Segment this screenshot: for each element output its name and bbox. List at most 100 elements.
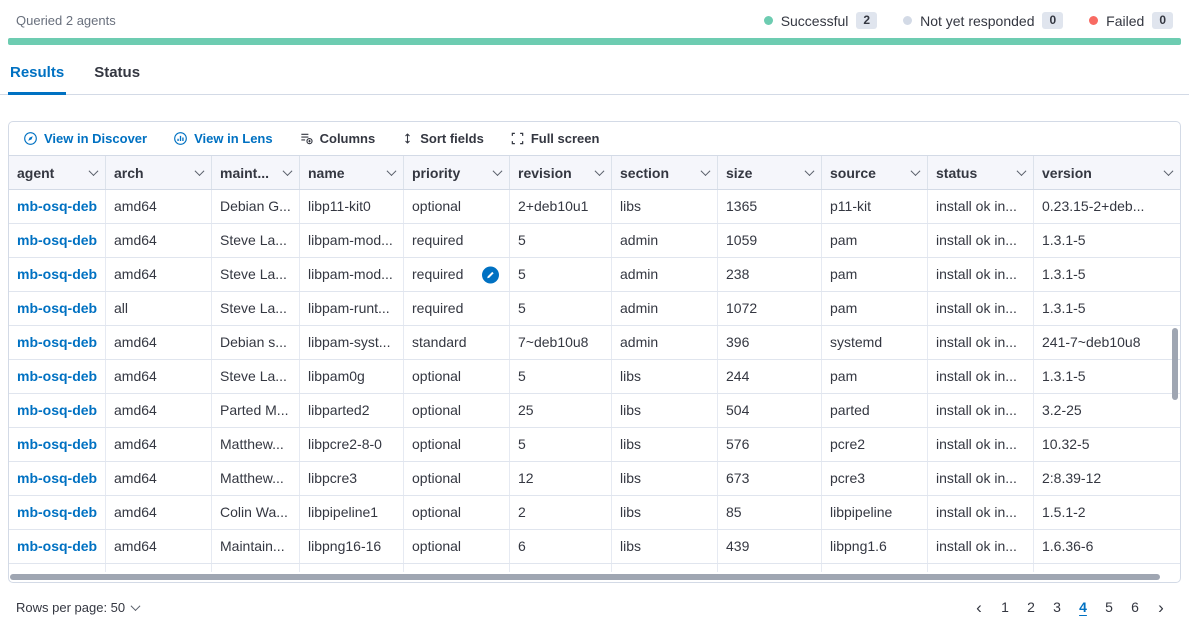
chevron-down-icon[interactable]	[1016, 166, 1027, 177]
agent-link-cell[interactable]: mb-osq-deb	[9, 326, 106, 359]
legend-count-badge: 0	[1152, 12, 1173, 29]
columns-button[interactable]: Columns	[291, 127, 384, 150]
page-button-3[interactable]: 3	[1045, 595, 1069, 619]
agent-link-cell[interactable]: mb-osq-deb	[9, 428, 106, 461]
column-header-status[interactable]: status	[928, 156, 1034, 189]
column-header-label: source	[830, 164, 876, 181]
full-screen-button[interactable]: Full screen	[502, 127, 608, 150]
cell-empty	[510, 564, 612, 572]
page-button-6[interactable]: 6	[1123, 595, 1147, 619]
agent-link-cell[interactable]: mb-osq-deb	[9, 292, 106, 325]
cell-section: admin	[612, 258, 718, 291]
cell-source: pam	[822, 292, 928, 325]
cell-status: install ok in...	[928, 530, 1034, 563]
previous-page-button[interactable]: ‹	[967, 595, 991, 619]
column-header-source[interactable]: source	[822, 156, 928, 189]
table-row: mb-osq-deb amd64 Matthew... libpcre3 optiona…	[9, 462, 1180, 496]
chevron-down-icon[interactable]	[88, 166, 99, 177]
legend-failed: Failed 0	[1089, 12, 1173, 29]
agent-link-cell[interactable]: mb-osq-deb	[9, 190, 106, 223]
view-in-lens-button[interactable]: View in Lens	[165, 127, 281, 150]
results-status-tabs: Results Status	[0, 49, 1189, 95]
discover-icon	[23, 131, 38, 146]
cell-status: install ok in...	[928, 258, 1034, 291]
column-header-maint[interactable]: maint...	[212, 156, 300, 189]
page-button-1[interactable]: 1	[993, 595, 1017, 619]
agent-link-cell[interactable]: mb-osq-deb	[9, 462, 106, 495]
cell-arch: amd64	[106, 428, 212, 461]
view-in-discover-button[interactable]: View in Discover	[15, 127, 155, 150]
cell-status: install ok in...	[928, 326, 1034, 359]
cell-priority: optional	[404, 496, 510, 529]
column-header-size[interactable]: size	[718, 156, 822, 189]
cell-empty	[404, 564, 510, 572]
table-row: mb-osq-deb amd64 Parted M... libparted2 opti…	[9, 394, 1180, 428]
chevron-down-icon[interactable]	[1163, 166, 1174, 177]
agent-link-cell[interactable]: mb-osq-deb	[9, 496, 106, 529]
agent-link-cell[interactable]: mb-osq-deb	[9, 258, 106, 291]
cell-section: libs	[612, 394, 718, 427]
chevron-down-icon[interactable]	[700, 166, 711, 177]
tab-results[interactable]: Results	[8, 49, 67, 95]
sort-fields-button[interactable]: Sort fields	[393, 127, 492, 150]
column-header-priority[interactable]: priority	[404, 156, 510, 189]
chevron-down-icon[interactable]	[194, 166, 205, 177]
chevron-down-icon[interactable]	[910, 166, 921, 177]
column-header-arch[interactable]: arch	[106, 156, 212, 189]
cell-source: pam	[822, 224, 928, 257]
cell-maint: Steve La...	[212, 292, 300, 325]
cell-source: p11-kit	[822, 190, 928, 223]
horizontal-scrollbar[interactable]	[10, 574, 1160, 580]
cell-priority: required	[404, 258, 510, 291]
agent-link-cell[interactable]: mb-osq-deb	[9, 360, 106, 393]
column-header-revision[interactable]: revision	[510, 156, 612, 189]
legend-label: Successful	[780, 12, 849, 29]
column-header-name[interactable]: name	[300, 156, 404, 189]
columns-label: Columns	[319, 131, 376, 146]
page-button-5[interactable]: 5	[1097, 595, 1121, 619]
column-header-section[interactable]: section	[612, 156, 718, 189]
next-page-button[interactable]: ›	[1149, 595, 1173, 619]
page-button-4[interactable]: 4	[1071, 595, 1095, 619]
full-screen-label: Full screen	[530, 131, 600, 146]
agent-link-cell[interactable]: mb-osq-deb	[9, 224, 106, 257]
edit-cell-button[interactable]	[482, 266, 499, 283]
agent-link-cell[interactable]: mb-osq-deb	[9, 394, 106, 427]
cell-name: libpam-runt...	[300, 292, 404, 325]
cell-revision: 5	[510, 258, 612, 291]
cell-maint: Steve La...	[212, 258, 300, 291]
cell-section: libs	[612, 428, 718, 461]
cell-size: 396	[718, 326, 822, 359]
cell-version: 1.6.36-6	[1042, 538, 1094, 554]
chevron-down-icon[interactable]	[804, 166, 815, 177]
agent-link-cell[interactable]: mb-osq-deb	[9, 530, 106, 563]
cell-name: libpipeline1	[300, 496, 404, 529]
cell-size: 1072	[718, 292, 822, 325]
column-header-agent[interactable]: agent	[9, 156, 106, 189]
column-header-version[interactable]: version	[1034, 156, 1180, 189]
fullscreen-icon	[510, 131, 525, 146]
column-header-label: priority	[412, 164, 461, 181]
cell-maint: Debian s...	[212, 326, 300, 359]
cell-source: pcre2	[822, 428, 928, 461]
query-progress-bar	[8, 38, 1181, 45]
rows-per-page-button[interactable]: Rows per page: 50	[16, 596, 141, 619]
cell-status: install ok in...	[928, 190, 1034, 223]
cell-empty	[822, 564, 928, 572]
table-row: mb-osq-deb amd64 Steve La... libpam-mod... r…	[9, 224, 1180, 258]
table-row-partial	[9, 564, 1180, 572]
table-row: mb-osq-deb amd64 Colin Wa... libpipeline1 op…	[9, 496, 1180, 530]
table-row: mb-osq-deb amd64 Steve La... libpam-mod... r…	[9, 258, 1180, 292]
tab-status[interactable]: Status	[92, 49, 142, 95]
vertical-scrollbar[interactable]	[1172, 328, 1178, 400]
chevron-down-icon[interactable]	[282, 166, 293, 177]
cell-name: libpam-syst...	[300, 326, 404, 359]
chevron-down-icon[interactable]	[594, 166, 605, 177]
cell-revision: 7~deb10u8	[510, 326, 612, 359]
chevron-down-icon[interactable]	[492, 166, 503, 177]
queried-agents-text: Queried 2 agents	[16, 13, 116, 28]
page-button-2[interactable]: 2	[1019, 595, 1043, 619]
chevron-down-icon[interactable]	[386, 166, 397, 177]
cell-maint: Matthew...	[212, 462, 300, 495]
cell-priority: optional	[404, 428, 510, 461]
